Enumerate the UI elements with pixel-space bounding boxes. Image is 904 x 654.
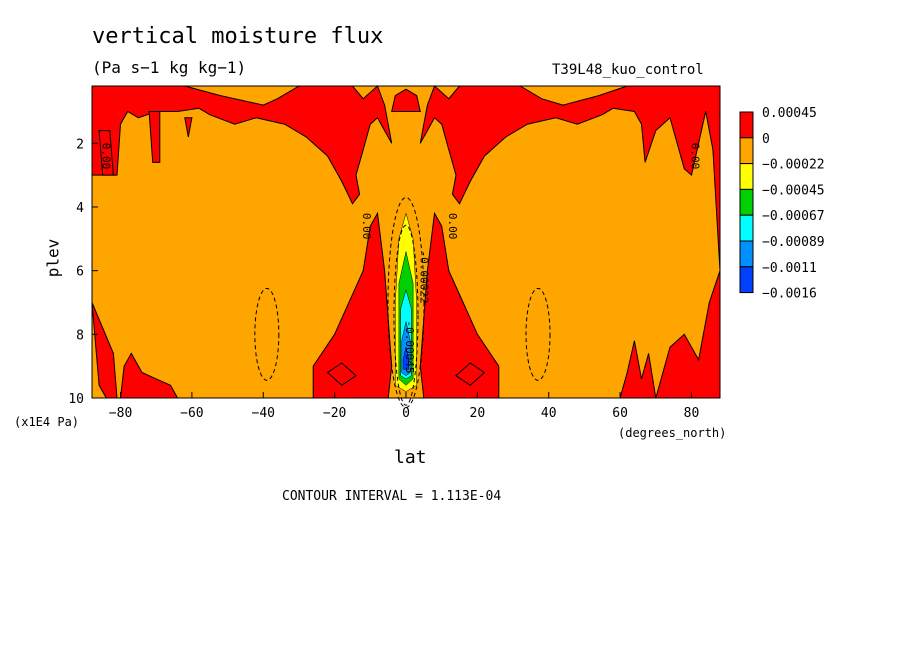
colorbar-swatch <box>739 137 754 165</box>
x-tick-label: 20 <box>470 406 486 421</box>
x-tick-label: 80 <box>684 406 700 421</box>
x-axis-unit: (degrees_north) <box>618 426 727 440</box>
region-red-streak-3 <box>98 130 114 176</box>
x-tick-label: −80 <box>109 406 132 421</box>
region-red-top-center <box>391 88 421 112</box>
contour-label: 0.00 <box>100 143 113 170</box>
x-tick-label: −60 <box>180 406 203 421</box>
colorbar-label: 0.00045 <box>762 106 817 121</box>
colorbar-label: −0.00045 <box>762 183 825 198</box>
contour-label: 0.00 <box>688 143 701 170</box>
contour-label: -0.00022 <box>417 251 430 304</box>
colorbar-label: −0.0016 <box>762 287 817 302</box>
y-tick-label: 10 <box>68 392 84 407</box>
region-blue-core <box>402 347 410 370</box>
contour-label: 0.00 <box>360 213 373 240</box>
x-tick-label: 0 <box>402 406 410 421</box>
y-tick-label: 8 <box>76 328 84 343</box>
contour-interval: CONTOUR INTERVAL = 1.113E-04 <box>282 489 502 504</box>
axes: −80 −60 −40 −20 0 20 40 60 80 2 4 6 8 10 <box>68 85 721 421</box>
contour-diamond-right <box>455 362 485 386</box>
colorbar-label: 0 <box>762 132 770 147</box>
region-red-streak-2 <box>184 117 193 137</box>
y-tick-label: 4 <box>76 201 84 216</box>
colorbar-label: −0.00022 <box>762 158 825 173</box>
x-axis-label: lat <box>394 447 427 468</box>
colorbar: 0.00045 0 −0.00022 −0.00045 −0.00067 −0.00089… <box>739 106 825 302</box>
contour-dashed-nh <box>525 287 551 381</box>
colorbar-label: −0.00067 <box>762 209 825 224</box>
contour-label: 0.00 <box>446 213 459 240</box>
region-red-upper-right <box>419 85 721 271</box>
y-axis-unit: (x1E4 Pa) <box>14 415 80 429</box>
x-tick-label: 40 <box>541 406 557 421</box>
chart-units: (Pa s−1 kg kg−1) <box>92 58 247 77</box>
colorbar-swatch <box>739 188 754 216</box>
colorbar-swatch <box>739 214 754 242</box>
colorbar-swatch <box>739 266 754 294</box>
y-tick-label: 2 <box>76 137 84 152</box>
plot-area: 0.00 0.00 0.00 0.00 -0.00022 -0.00045 <box>91 85 721 408</box>
y-tick-label: 6 <box>76 265 84 280</box>
run-name: T39L48_kuo_control <box>552 62 704 78</box>
colorbar-swatch <box>739 163 754 190</box>
contour-dashed-eq-2 <box>393 224 419 406</box>
contour-diamond-left <box>327 362 357 386</box>
x-tick-label: −20 <box>323 406 346 421</box>
x-tick-label: 60 <box>612 406 628 421</box>
colorbar-label: −0.00089 <box>762 235 825 250</box>
colorbar-swatch <box>739 111 754 139</box>
chart-title: vertical moisture flux <box>92 24 384 49</box>
colorbar-swatch <box>739 240 754 268</box>
x-tick-label: −40 <box>252 406 275 421</box>
contour-dashed-eq-1 <box>387 196 425 408</box>
contour-dashed-sh <box>254 287 280 381</box>
contour-label: -0.00045 <box>403 321 416 374</box>
colorbar-label: −0.0011 <box>762 261 817 276</box>
region-red-streak-1 <box>148 111 161 163</box>
